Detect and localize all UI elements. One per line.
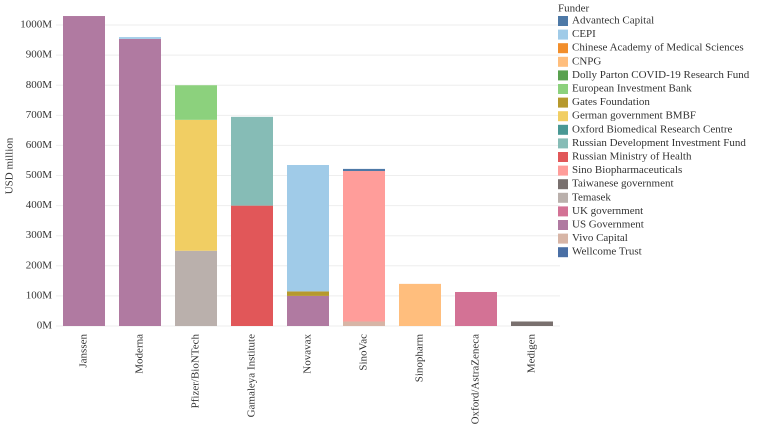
y-tick-label: 0M bbox=[37, 320, 53, 332]
y-tick-label: 300M bbox=[26, 229, 53, 241]
legend-swatch bbox=[558, 179, 568, 190]
bar-segment bbox=[231, 116, 273, 206]
bar-segment bbox=[231, 205, 273, 326]
bar-segment bbox=[455, 291, 497, 326]
legend-label: Oxford Biomedical Research Centre bbox=[572, 123, 732, 135]
legend-title: Funder bbox=[558, 3, 590, 15]
legend-swatch bbox=[558, 152, 568, 162]
legend-swatch bbox=[558, 220, 568, 230]
legend-label: Russian Ministry of Health bbox=[572, 151, 692, 163]
legend-swatch bbox=[558, 233, 568, 244]
y-tick-label: 700M bbox=[26, 109, 53, 121]
legend-swatch bbox=[558, 138, 568, 149]
legend-label: Russian Development Investment Fund bbox=[572, 137, 746, 149]
legend-swatch bbox=[558, 70, 568, 81]
bar-segment bbox=[119, 38, 161, 327]
y-tick-label: 800M bbox=[26, 79, 53, 91]
legend-swatch bbox=[558, 124, 568, 135]
legend-swatch bbox=[558, 43, 568, 54]
legend-swatch bbox=[558, 56, 568, 67]
legend-label: Taiwanese government bbox=[572, 178, 674, 190]
bar-segment bbox=[119, 37, 161, 39]
legend-label: Wellcome Trust bbox=[572, 246, 642, 258]
y-tick-label: 200M bbox=[26, 259, 53, 271]
y-tick-label: 1000M bbox=[20, 19, 52, 31]
bar-segment bbox=[287, 291, 329, 296]
legend-swatch bbox=[558, 29, 568, 40]
legend-label: European Investment Bank bbox=[572, 83, 692, 95]
bar-segment bbox=[399, 283, 441, 326]
legend-label: Vivo Capital bbox=[572, 232, 628, 244]
legend-label: Dolly Parton COVID-19 Research Fund bbox=[572, 69, 750, 81]
x-tick-label: Moderna bbox=[134, 334, 146, 374]
bar-segment bbox=[343, 321, 385, 326]
legend-swatch bbox=[558, 192, 568, 203]
y-axis-label: USD million bbox=[4, 137, 16, 194]
x-tick-label: Oxford/AstraZeneca bbox=[470, 334, 482, 425]
legend-swatch bbox=[558, 206, 568, 217]
legend-label: Gates Foundation bbox=[572, 96, 650, 108]
y-tick-label: 600M bbox=[26, 139, 53, 151]
legend-label: Advantech Capital bbox=[572, 15, 654, 27]
legend-swatch bbox=[558, 16, 568, 26]
x-tick-label: Sinopharm bbox=[414, 334, 426, 383]
bar-segment bbox=[343, 171, 385, 322]
legend-label: Chinese Academy of Medical Sciences bbox=[572, 42, 744, 54]
x-tick-label: Gamaleya Institute bbox=[246, 334, 258, 418]
y-tick-label: 400M bbox=[26, 199, 53, 211]
bar-segment bbox=[63, 16, 105, 327]
y-tick-label: 500M bbox=[26, 169, 53, 181]
legend-swatch bbox=[558, 247, 568, 258]
legend-label: CNPG bbox=[572, 55, 601, 67]
legend-label: US Government bbox=[572, 219, 644, 231]
legend-label: UK government bbox=[572, 205, 643, 217]
legend-swatch bbox=[558, 97, 568, 108]
legend-swatch bbox=[558, 111, 568, 122]
legend-swatch bbox=[558, 84, 568, 94]
y-tick-label: 100M bbox=[26, 289, 53, 301]
legend-label: German government BMBF bbox=[572, 110, 696, 122]
x-tick-label: SinoVac bbox=[358, 334, 370, 371]
x-tick-label: Novavax bbox=[302, 334, 314, 374]
legend-swatch bbox=[558, 165, 568, 176]
bar-segment bbox=[287, 164, 329, 292]
x-tick-label: Janssen bbox=[78, 334, 90, 368]
bar-segment bbox=[287, 295, 329, 326]
bar-segment bbox=[175, 85, 217, 120]
bar-segment bbox=[175, 250, 217, 326]
legend-label: CEPI bbox=[572, 28, 596, 40]
bar-segment bbox=[175, 119, 217, 251]
legend-label: Sino Biopharmaceuticals bbox=[572, 164, 682, 176]
x-tick-label: Pfizer/BioNTech bbox=[190, 334, 202, 409]
bar-segment bbox=[343, 168, 385, 172]
legend-label: Temasek bbox=[572, 191, 611, 203]
x-tick-label: Medigen bbox=[526, 334, 538, 374]
y-tick-label: 900M bbox=[26, 49, 53, 61]
bar-segment bbox=[511, 321, 553, 326]
